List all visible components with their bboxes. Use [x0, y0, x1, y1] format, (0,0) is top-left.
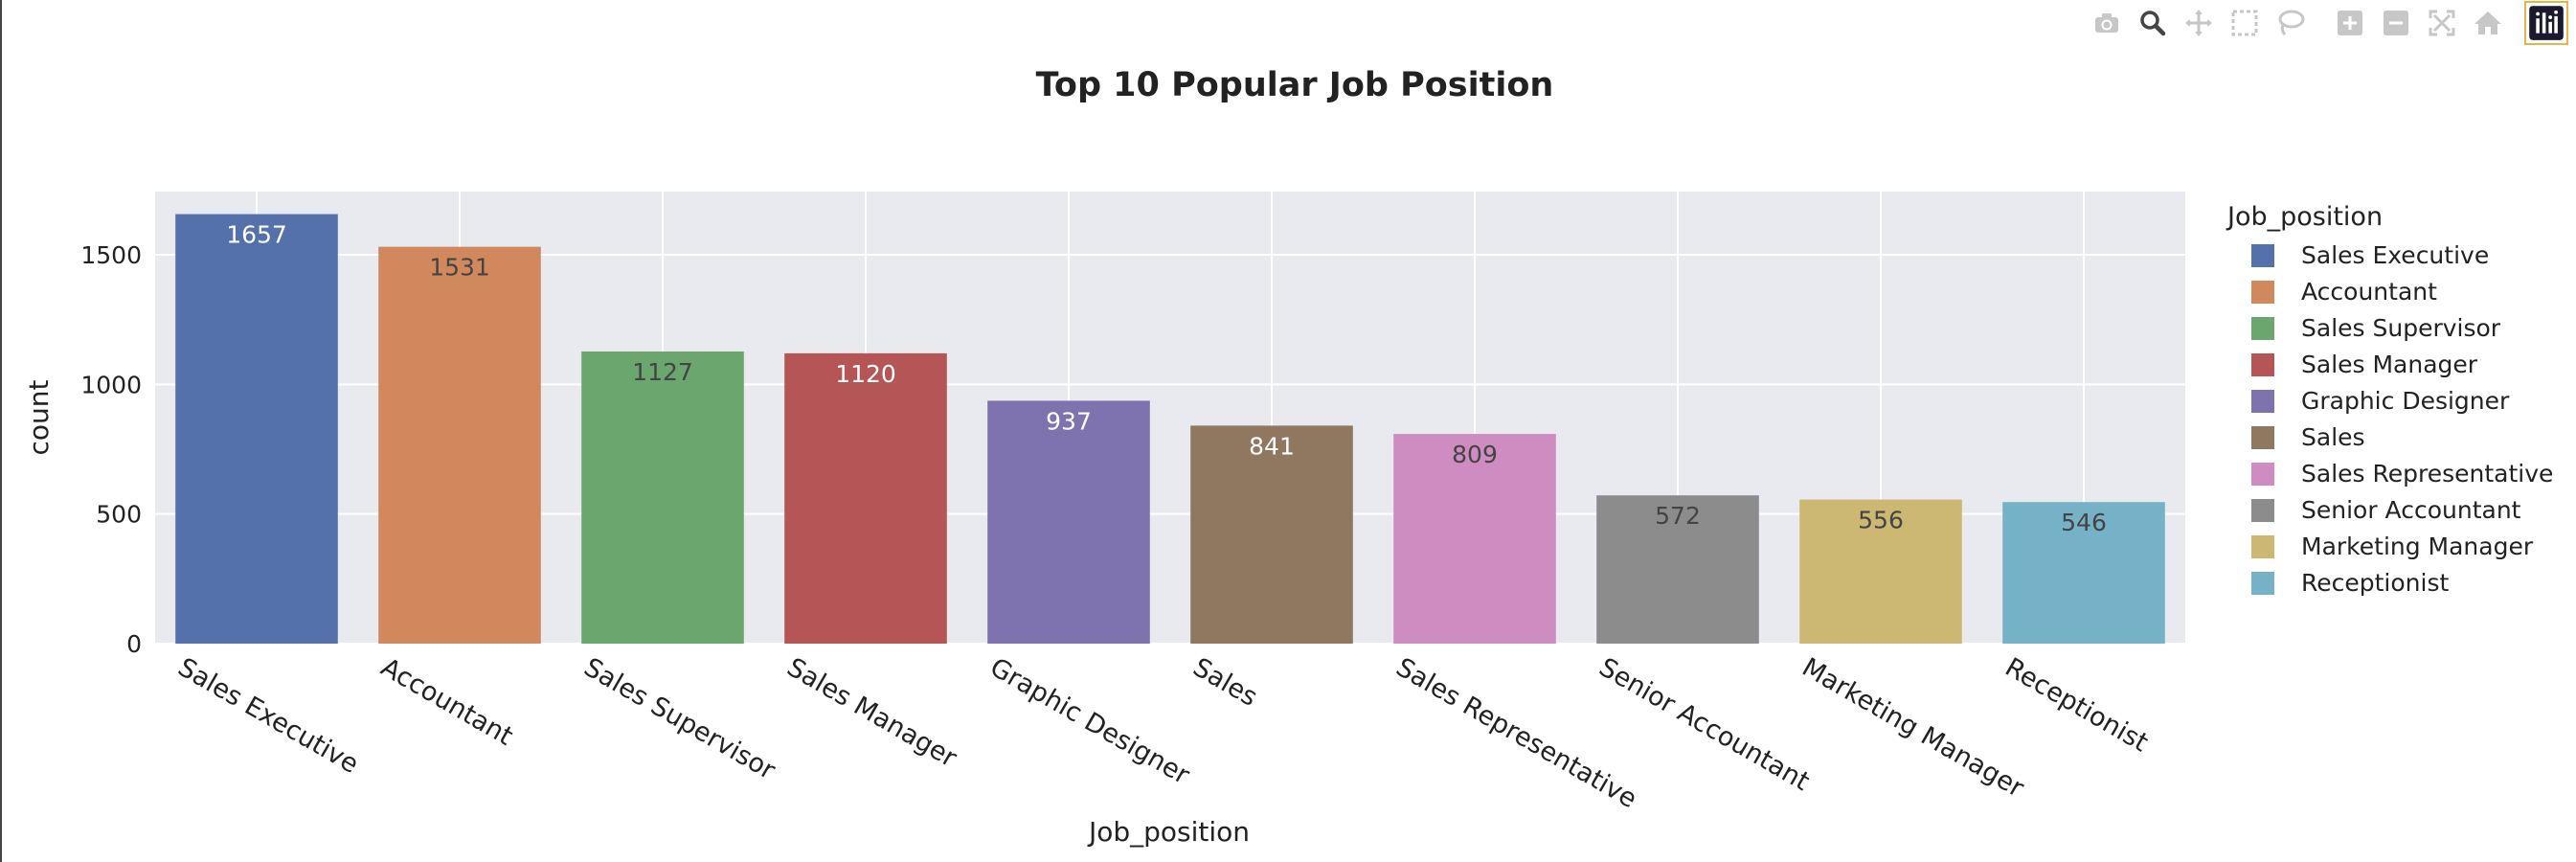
data-label: 841 [1249, 432, 1295, 460]
bar[interactable] [2002, 502, 2165, 644]
x-tick-label: Graphic Designer [985, 652, 1196, 791]
modebar [2084, 1, 2568, 45]
x-tick-label: Receptionist [2000, 652, 2154, 758]
legend-swatch [2251, 535, 2274, 558]
bar[interactable] [784, 352, 947, 644]
data-label: 572 [1655, 502, 1701, 530]
legend-label: Sales Executive [2301, 241, 2489, 269]
legend-title: Job_position [2226, 202, 2383, 232]
legend-item[interactable]: Sales Supervisor [2251, 314, 2501, 342]
legend-item[interactable]: Sales Manager [2251, 351, 2478, 378]
reset-axes-icon[interactable] [2465, 4, 2511, 42]
legend-label: Marketing Manager [2301, 533, 2534, 560]
data-label: 809 [1452, 441, 1498, 468]
legend-label: Senior Accountant [2301, 496, 2521, 524]
bar[interactable] [1799, 499, 1962, 644]
data-label: 1657 [226, 221, 287, 249]
legend-swatch [2251, 353, 2274, 376]
bar[interactable] [175, 214, 338, 644]
plotly-logo-icon[interactable] [2524, 1, 2568, 45]
legend-swatch [2251, 426, 2274, 449]
x-tick-label: Sales Supervisor [579, 652, 781, 786]
y-tick-label: 1000 [80, 371, 142, 398]
legend-label: Sales Supervisor [2301, 314, 2501, 342]
x-tick-label: Accountant [376, 652, 518, 751]
x-tick-label: Marketing Manager [1797, 652, 2030, 804]
x-tick-label: Senior Accountant [1594, 652, 1815, 797]
bar[interactable] [378, 246, 541, 644]
box-select-icon[interactable] [2222, 4, 2268, 42]
x-tick-label: Sales Executive [173, 652, 364, 780]
data-label: 937 [1046, 407, 1092, 435]
legend-swatch [2251, 317, 2274, 340]
legend-item[interactable]: Accountant [2251, 278, 2437, 306]
x-axis-title: Job_position [1087, 816, 1250, 848]
bar[interactable] [581, 351, 744, 644]
x-tick-label: Sales [1188, 652, 1263, 713]
zoom-icon[interactable] [2130, 4, 2176, 42]
legend-swatch [2251, 390, 2274, 413]
data-label: 556 [1858, 507, 1904, 534]
bar[interactable] [1393, 434, 1556, 644]
legend-label: Sales Manager [2301, 351, 2478, 378]
legend-swatch [2251, 572, 2274, 595]
camera-icon[interactable] [2084, 4, 2130, 42]
zoom-in-icon[interactable] [2327, 4, 2373, 42]
x-tick-label: Sales Manager [782, 652, 962, 774]
legend-label: Sales [2301, 423, 2365, 451]
data-label: 1531 [429, 254, 490, 282]
legend: Sales Executive Accountant Sales Superviso… [2251, 241, 2553, 597]
legend-label: Sales Representative [2301, 460, 2553, 488]
pan-icon[interactable] [2176, 4, 2222, 42]
data-label: 1120 [835, 360, 896, 388]
bar[interactable] [1596, 495, 1759, 644]
legend-item[interactable]: Sales Executive [2251, 241, 2489, 269]
data-labels: 1657 1531 1127 1120 937 841 809 572 556 546 [226, 221, 2107, 537]
zoom-out-icon[interactable] [2373, 4, 2419, 42]
bar[interactable] [1190, 425, 1353, 644]
legend-swatch [2251, 499, 2274, 522]
autoscale-icon[interactable] [2419, 4, 2465, 42]
legend-item[interactable]: Graphic Designer [2251, 387, 2510, 415]
y-tick-label: 1500 [80, 241, 142, 269]
legend-swatch [2251, 244, 2274, 267]
y-tick-labels: 0 500 1000 1500 [80, 241, 142, 658]
y-tick-label: 500 [96, 501, 142, 529]
lasso-icon[interactable] [2268, 4, 2314, 42]
y-axis-title: count [23, 379, 55, 455]
data-label: 1127 [632, 358, 693, 386]
legend-label: Graphic Designer [2301, 387, 2510, 415]
legend-swatch [2251, 281, 2274, 304]
chart-title: Top 10 Popular Job Position [1036, 66, 1554, 104]
x-tick-labels: Sales Executive Accountant Sales Superviso… [173, 652, 2154, 814]
y-tick-label: 0 [126, 630, 142, 658]
legend-swatch [2251, 463, 2274, 486]
bars [175, 214, 2165, 644]
bar[interactable] [987, 400, 1150, 644]
legend-item[interactable]: Senior Accountant [2251, 496, 2521, 524]
legend-item[interactable]: Sales [2251, 423, 2365, 451]
legend-label: Accountant [2301, 278, 2437, 306]
legend-item[interactable]: Receptionist [2251, 569, 2449, 597]
data-label: 546 [2061, 509, 2107, 536]
legend-item[interactable]: Marketing Manager [2251, 533, 2534, 560]
legend-item[interactable]: Sales Representative [2251, 460, 2553, 488]
legend-label: Receptionist [2301, 569, 2449, 597]
